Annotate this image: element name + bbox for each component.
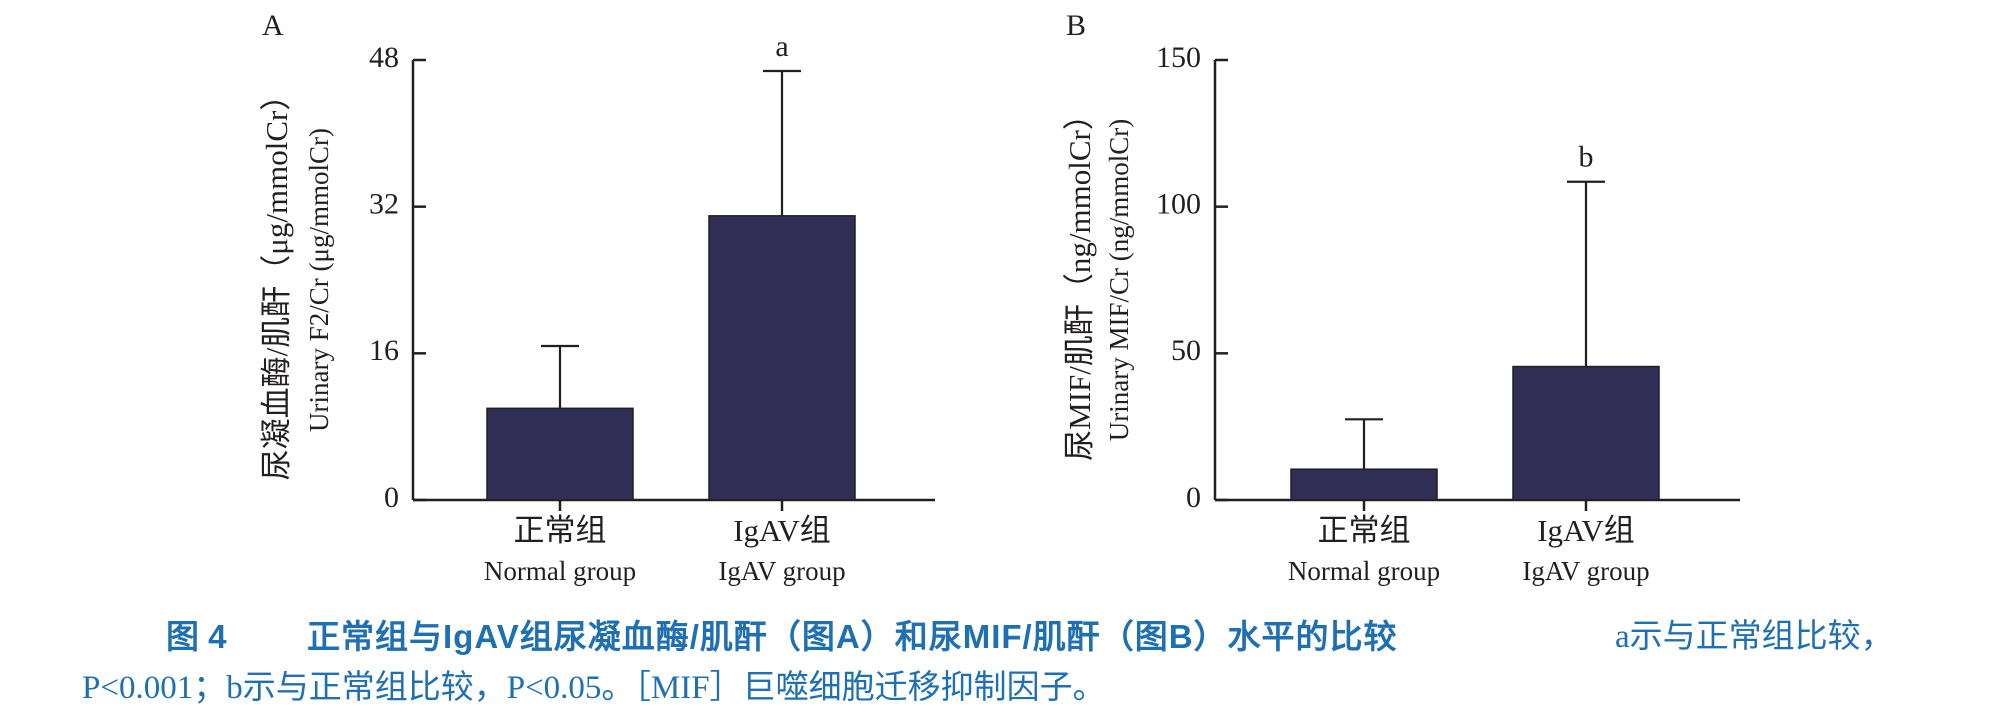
bar bbox=[708, 215, 856, 501]
significance-label: a bbox=[775, 30, 788, 63]
x-tick-label-cn: IgAV组 bbox=[1537, 513, 1635, 548]
bar bbox=[1512, 365, 1660, 501]
y-tick-label: 48 bbox=[369, 41, 399, 74]
figure-panels: A 0 16 32 48 尿凝血酶/肌酐（μg/mmolCr） Urinary F2/Cr … bbox=[259, 9, 1740, 586]
y-tick-label: 50 bbox=[1171, 334, 1201, 367]
bar bbox=[486, 407, 634, 501]
figure-note-line-2: P<0.001；b示与正常组比较，P<0.05。［MIF］巨噬细胞迁移抑制因子。 bbox=[82, 670, 1106, 706]
y-axis-title-en: Urinary F2/Cr (μg/mmolCr) bbox=[304, 128, 334, 432]
x-tick-label-cn: 正常组 bbox=[514, 513, 607, 548]
y-axis-title-en: Urinary MIF/Cr (ng/mmolCr) bbox=[1104, 119, 1134, 441]
bar bbox=[1290, 468, 1438, 501]
panel-label: B bbox=[1066, 9, 1086, 42]
x-tick-label-cn: 正常组 bbox=[1318, 513, 1411, 548]
y-tick-label: 100 bbox=[1156, 188, 1201, 221]
x-tick-label-en: IgAV group bbox=[718, 556, 845, 586]
y-tick-label: 0 bbox=[1186, 481, 1201, 514]
figure-title: 正常组与IgAV组尿凝血酶/肌酐（图A）和尿MIF/肌酐（图B）水平的比较 bbox=[307, 618, 1398, 655]
panel-a: A 0 16 32 48 尿凝血酶/肌酐（μg/mmolCr） Urinary F2/Cr … bbox=[259, 9, 935, 586]
x-tick-label-en: IgAV group bbox=[1522, 556, 1649, 586]
y-axis-title-cn: 尿凝血酶/肌酐（μg/mmolCr） bbox=[259, 80, 294, 481]
x-tick-label-en: Normal group bbox=[484, 556, 636, 586]
figure-label: 图 4 bbox=[166, 618, 227, 655]
x-tick-label-en: Normal group bbox=[1288, 556, 1440, 586]
panel-label: A bbox=[262, 9, 284, 42]
figure-note-line-1: a示与正常组比较， bbox=[1615, 619, 1894, 655]
panel-b: B 0 50 100 150 尿MIF/肌酐（ng/mmolCr） Urinary MIF/… bbox=[1062, 9, 1740, 586]
y-tick-label: 0 bbox=[384, 481, 399, 514]
significance-label: b bbox=[1579, 141, 1594, 174]
y-tick-label: 32 bbox=[369, 188, 399, 221]
x-tick-label-cn: IgAV组 bbox=[733, 513, 831, 548]
y-axis-title-cn: 尿MIF/肌酐（ng/mmolCr） bbox=[1062, 99, 1097, 461]
y-tick-label: 150 bbox=[1156, 41, 1201, 74]
y-tick-label: 16 bbox=[369, 334, 399, 367]
